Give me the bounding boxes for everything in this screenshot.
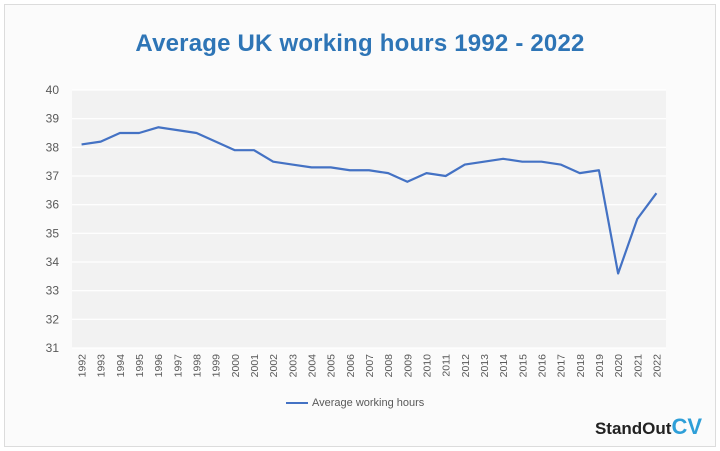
x-tick-label: 2019 <box>594 354 606 378</box>
x-tick-label: 2012 <box>460 354 472 378</box>
x-tick-label: 2010 <box>421 354 433 378</box>
y-tick-label: 38 <box>46 140 60 154</box>
legend-swatch <box>286 402 308 404</box>
x-tick-label: 1999 <box>211 354 223 378</box>
x-tick-label: 1993 <box>96 354 108 378</box>
x-axis-ticks: 1992 1993 1994 1995 1996 1997 1998 1999 2000 2001… <box>77 354 664 378</box>
x-tick-label: 2007 <box>364 354 376 378</box>
y-tick-label: 32 <box>46 312 60 326</box>
x-tick-label: 1992 <box>77 354 89 378</box>
x-tick-label: 2001 <box>249 354 261 378</box>
x-tick-label: 1998 <box>192 354 204 378</box>
plot-area <box>72 90 666 348</box>
x-tick-label: 2020 <box>613 354 625 378</box>
y-axis-ticks: 31 32 33 34 35 36 37 38 39 40 <box>46 83 60 355</box>
y-tick-label: 34 <box>46 255 60 269</box>
legend: Average working hours <box>286 397 424 409</box>
x-tick-label: 2003 <box>287 354 299 378</box>
x-tick-label: 2008 <box>383 354 395 378</box>
gridlines <box>72 89 666 349</box>
x-tick-label: 2017 <box>556 354 568 378</box>
y-tick-label: 35 <box>46 226 60 240</box>
x-tick-label: 2022 <box>651 354 663 378</box>
x-tick-label: 2014 <box>498 354 510 378</box>
x-tick-label: 2018 <box>575 354 587 378</box>
x-tick-label: 2011 <box>441 354 453 377</box>
x-tick-label: 1995 <box>134 354 146 378</box>
x-tick-label: 1997 <box>172 354 184 378</box>
brand-logo: StandOutCV <box>595 414 702 440</box>
x-tick-label: 2002 <box>268 354 280 378</box>
x-tick-label: 2015 <box>517 354 529 378</box>
legend-label: Average working hours <box>312 397 425 409</box>
x-tick-label: 1996 <box>153 354 165 378</box>
y-tick-label: 36 <box>46 198 60 212</box>
chart-title: Average UK working hours 1992 - 2022 <box>135 30 585 57</box>
y-tick-label: 40 <box>46 83 60 97</box>
brand-accent: CV <box>671 414 702 439</box>
brand-name: StandOut <box>594 419 672 438</box>
y-tick-label: 37 <box>46 169 60 183</box>
x-tick-label: 2013 <box>479 354 491 378</box>
x-tick-label: 2006 <box>345 354 357 378</box>
x-tick-label: 2000 <box>230 354 242 378</box>
y-tick-label: 39 <box>46 112 60 126</box>
y-tick-label: 31 <box>46 341 60 355</box>
series-line-average-working-hours <box>81 126 658 275</box>
x-tick-label: 2021 <box>632 354 644 378</box>
x-tick-label: 1994 <box>115 354 127 378</box>
x-tick-label: 2009 <box>402 354 414 378</box>
x-tick-label: 2004 <box>307 354 319 378</box>
x-tick-label: 2005 <box>326 354 338 378</box>
y-tick-label: 33 <box>46 284 60 298</box>
x-tick-label: 2016 <box>536 354 548 378</box>
